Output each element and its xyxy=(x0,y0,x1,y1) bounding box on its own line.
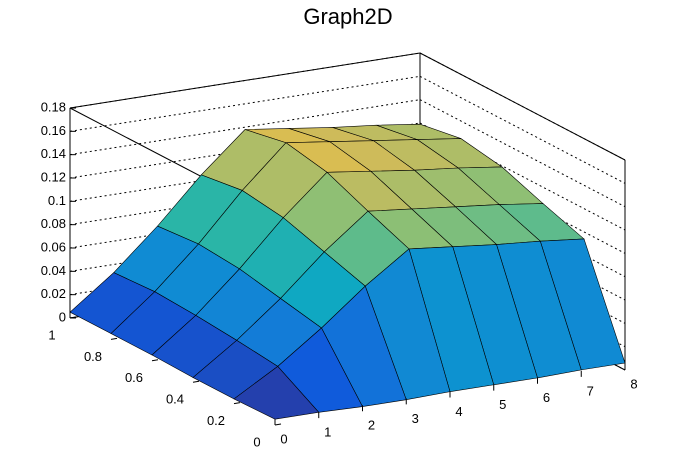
x-tick-label: 6 xyxy=(543,390,550,405)
y-tick-label: 0 xyxy=(253,434,260,449)
tick-mark xyxy=(69,316,77,319)
z-tick-label: 0.1 xyxy=(48,193,66,208)
x-tick-label: 8 xyxy=(630,376,637,391)
x-tick-label: 5 xyxy=(499,397,506,412)
tick-mark xyxy=(151,359,159,362)
grid-line xyxy=(419,99,626,208)
z-tick-label: 0.16 xyxy=(41,123,66,138)
y-tick-label: 0.6 xyxy=(125,370,143,385)
y-tick-label: 1 xyxy=(48,327,55,342)
z-tick-label: 0.18 xyxy=(41,99,66,114)
z-tick-label: 0.14 xyxy=(41,146,66,161)
z-tick-label: 0 xyxy=(59,309,66,324)
tick-mark xyxy=(110,337,118,340)
x-tick-label: 7 xyxy=(587,383,594,398)
tick-mark xyxy=(274,423,282,426)
x-tick-label: 3 xyxy=(412,411,419,426)
z-tick-label: 0.08 xyxy=(41,216,66,231)
x-tick-label: 0 xyxy=(280,431,287,446)
surface-cell xyxy=(233,365,320,420)
x-tick-label: 1 xyxy=(324,425,331,440)
grid-line xyxy=(419,122,626,231)
tick-mark xyxy=(192,380,200,383)
z-tick-label: 0.04 xyxy=(41,263,66,278)
grid-line xyxy=(419,52,626,161)
grid-line xyxy=(69,52,421,109)
y-tick-label: 0.2 xyxy=(207,413,225,428)
tick-mark xyxy=(233,402,241,405)
z-tick-label: 0.12 xyxy=(41,169,66,184)
chart-title: Graph2D xyxy=(303,4,392,29)
y-tick-label: 0.8 xyxy=(84,349,102,364)
y-tick-label: 0.4 xyxy=(166,392,184,407)
grid-line xyxy=(69,99,421,156)
z-tick-label: 0.02 xyxy=(41,286,66,301)
grid-line xyxy=(69,75,421,132)
x-tick-label: 4 xyxy=(455,404,462,419)
z-tick-label: 0.06 xyxy=(41,239,66,254)
x-tick-label: 2 xyxy=(368,418,375,433)
grid-line xyxy=(419,75,626,184)
